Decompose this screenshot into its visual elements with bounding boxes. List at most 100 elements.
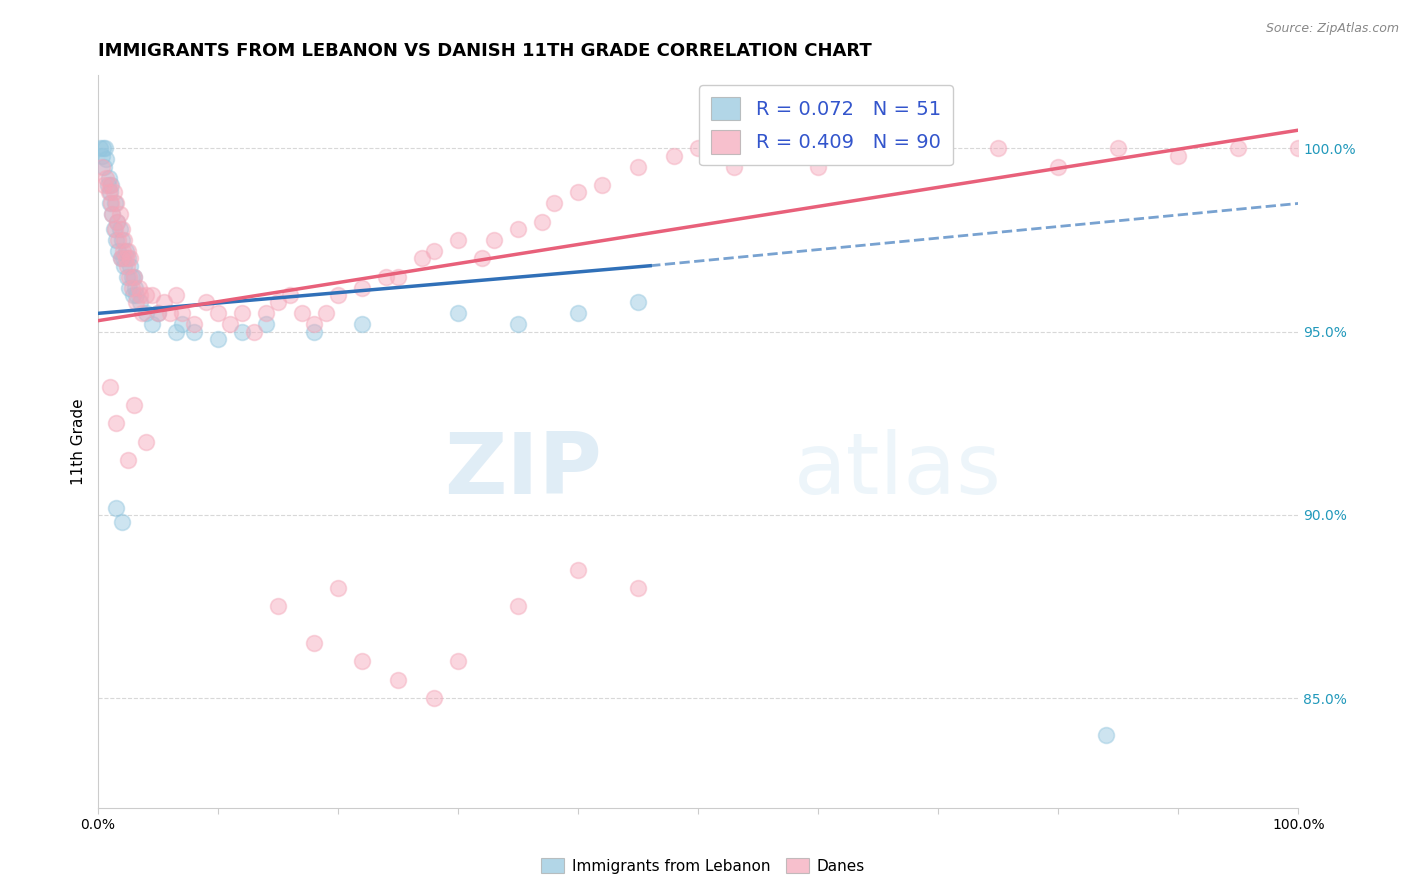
- Point: [97, 186, 120, 200]
- Point: [105, 233, 128, 247]
- Point: [135, 434, 157, 449]
- Point: [723, 160, 745, 174]
- Point: [121, 288, 143, 302]
- Point: [326, 288, 349, 302]
- Point: [291, 306, 314, 320]
- Point: [97, 178, 120, 193]
- Point: [117, 244, 139, 258]
- Point: [117, 453, 139, 467]
- Point: [254, 318, 277, 332]
- Legend: R = 0.072   N = 51, R = 0.409   N = 90: R = 0.072 N = 51, R = 0.409 N = 90: [699, 85, 952, 165]
- Point: [96, 153, 118, 167]
- Point: [112, 244, 135, 258]
- Point: [111, 233, 134, 247]
- Point: [103, 222, 125, 236]
- Point: [129, 288, 152, 302]
- Text: Source: ZipAtlas.com: Source: ZipAtlas.com: [1265, 22, 1399, 36]
- Text: ZIP: ZIP: [444, 429, 602, 512]
- Point: [219, 318, 242, 332]
- Point: [183, 325, 205, 339]
- Point: [90, 160, 112, 174]
- Point: [110, 252, 132, 266]
- Y-axis label: 11th Grade: 11th Grade: [72, 399, 86, 485]
- Point: [664, 149, 686, 163]
- Point: [1286, 141, 1309, 155]
- Text: atlas: atlas: [794, 429, 1002, 512]
- Point: [987, 141, 1010, 155]
- Point: [508, 318, 530, 332]
- Point: [207, 306, 229, 320]
- Point: [531, 215, 554, 229]
- Point: [117, 252, 139, 266]
- Point: [807, 160, 830, 174]
- Point: [543, 196, 565, 211]
- Point: [120, 259, 142, 273]
- Point: [105, 215, 128, 229]
- Point: [927, 149, 949, 163]
- Point: [146, 306, 169, 320]
- Point: [423, 244, 446, 258]
- Point: [278, 288, 301, 302]
- Point: [302, 318, 325, 332]
- Point: [108, 207, 131, 221]
- Point: [96, 170, 118, 185]
- Point: [98, 379, 121, 393]
- Point: [267, 599, 290, 614]
- Point: [508, 222, 530, 236]
- Point: [131, 306, 153, 320]
- Point: [153, 295, 176, 310]
- Point: [104, 196, 127, 211]
- Point: [627, 581, 650, 595]
- Point: [267, 295, 290, 310]
- Point: [122, 398, 145, 412]
- Point: [108, 222, 131, 236]
- Point: [375, 269, 398, 284]
- Point: [118, 269, 141, 284]
- Point: [447, 655, 470, 669]
- Point: [183, 318, 205, 332]
- Point: [747, 141, 769, 155]
- Point: [591, 178, 613, 193]
- Point: [98, 186, 121, 200]
- Point: [1047, 160, 1070, 174]
- Point: [105, 215, 128, 229]
- Point: [508, 599, 530, 614]
- Point: [125, 288, 148, 302]
- Point: [107, 244, 129, 258]
- Point: [207, 332, 229, 346]
- Point: [114, 259, 136, 273]
- Point: [447, 306, 470, 320]
- Point: [195, 295, 218, 310]
- Point: [1107, 141, 1129, 155]
- Point: [118, 281, 141, 295]
- Point: [254, 306, 277, 320]
- Point: [1167, 149, 1189, 163]
- Point: [411, 252, 433, 266]
- Point: [627, 160, 650, 174]
- Point: [243, 325, 266, 339]
- Point: [688, 141, 710, 155]
- Point: [170, 318, 193, 332]
- Point: [231, 306, 253, 320]
- Legend: Immigrants from Lebanon, Danes: Immigrants from Lebanon, Danes: [536, 852, 870, 880]
- Point: [104, 222, 127, 236]
- Point: [141, 318, 163, 332]
- Point: [121, 281, 143, 295]
- Point: [114, 244, 136, 258]
- Point: [94, 141, 117, 155]
- Point: [567, 186, 589, 200]
- Point: [165, 325, 187, 339]
- Point: [146, 306, 169, 320]
- Point: [122, 269, 145, 284]
- Point: [352, 655, 374, 669]
- Point: [101, 207, 124, 221]
- Point: [122, 269, 145, 284]
- Point: [447, 233, 470, 247]
- Point: [352, 281, 374, 295]
- Point: [89, 141, 111, 155]
- Point: [482, 233, 505, 247]
- Point: [93, 178, 115, 193]
- Point: [868, 141, 890, 155]
- Point: [129, 295, 152, 310]
- Point: [170, 306, 193, 320]
